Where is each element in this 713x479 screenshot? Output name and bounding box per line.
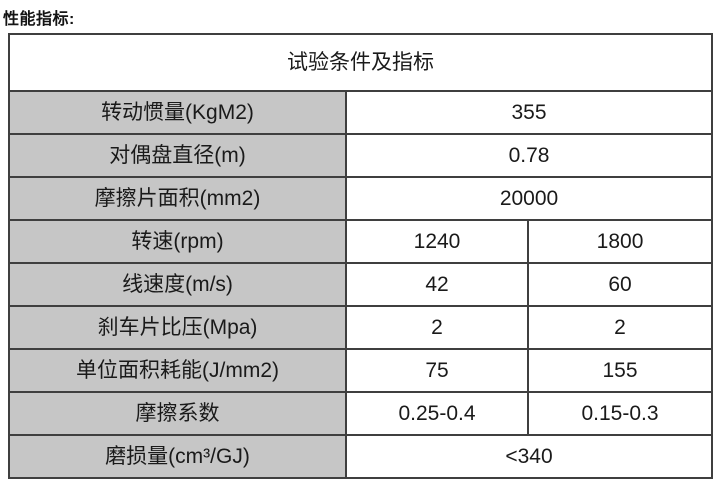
- row-value: 155: [526, 348, 713, 393]
- row-value: 2: [526, 305, 713, 350]
- row-label: 转速(rpm): [8, 219, 347, 264]
- row-value: <340: [344, 434, 713, 479]
- row-value: 75: [345, 348, 529, 393]
- row-label: 单位面积耗能(J/mm2): [8, 348, 347, 393]
- spec-table: 试验条件及指标 转动惯量(KgM2) 355 对偶盘直径(m) 0.78 摩擦片…: [7, 33, 713, 479]
- table-row: 线速度(m/s) 42 60: [8, 262, 713, 307]
- row-value: 42: [345, 262, 529, 307]
- row-label: 转动惯量(KgM2): [8, 90, 347, 135]
- row-value: 2: [345, 305, 529, 350]
- table-row: 对偶盘直径(m) 0.78: [8, 133, 713, 178]
- row-value: 0.15-0.3: [526, 391, 713, 436]
- table-row: 摩擦系数 0.25-0.4 0.15-0.3: [8, 391, 713, 436]
- row-value: 0.78: [344, 133, 713, 178]
- row-label: 对偶盘直径(m): [8, 133, 347, 178]
- row-value: 1240: [345, 219, 529, 264]
- table-row: 摩擦片面积(mm2) 20000: [8, 176, 713, 221]
- row-value: 20000: [344, 176, 713, 221]
- row-label: 摩擦系数: [8, 391, 347, 436]
- table-row: 转速(rpm) 1240 1800: [8, 219, 713, 264]
- row-label: 摩擦片面积(mm2): [8, 176, 347, 221]
- row-value: 60: [526, 262, 713, 307]
- table-header-row: 试验条件及指标: [7, 33, 713, 92]
- page-title: 性能指标:: [3, 11, 75, 28]
- row-label: 刹车片比压(Mpa): [8, 305, 347, 350]
- table-row: 转动惯量(KgM2) 355: [8, 90, 713, 135]
- table-row: 磨损量(cm³/GJ) <340: [8, 434, 713, 479]
- table-row: 刹车片比压(Mpa) 2 2: [8, 305, 713, 350]
- table-title: 试验条件及指标: [7, 33, 713, 92]
- row-value: 355: [344, 90, 713, 135]
- row-value: 0.25-0.4: [345, 391, 529, 436]
- row-value: 1800: [526, 219, 713, 264]
- row-label: 磨损量(cm³/GJ): [8, 434, 347, 479]
- row-label: 线速度(m/s): [8, 262, 347, 307]
- table-row: 单位面积耗能(J/mm2) 75 155: [8, 348, 713, 393]
